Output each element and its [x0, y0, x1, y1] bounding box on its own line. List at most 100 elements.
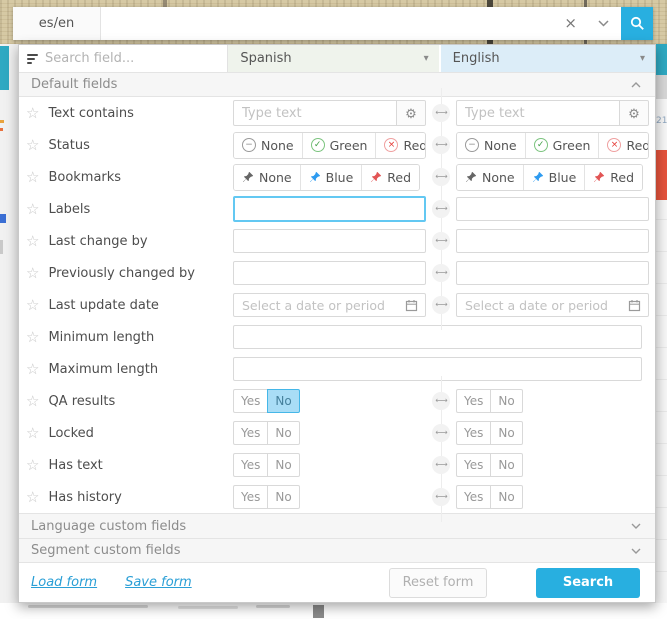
background-fragment — [0, 120, 4, 123]
favorite-star-icon[interactable]: ☆ — [26, 487, 40, 506]
row-text-contains: ☆ Text contains ⚙ ←→ ⚙ — [19, 88, 655, 138]
no-button[interactable]: No — [267, 485, 300, 509]
favorite-star-icon[interactable]: ☆ — [26, 327, 40, 346]
row-label: Bookmarks — [48, 169, 122, 185]
status-green-button[interactable]: ✓ Green — [524, 132, 599, 158]
load-form-link[interactable]: Load form — [31, 575, 98, 590]
yes-button[interactable]: Yes — [233, 389, 268, 413]
no-button[interactable]: No — [267, 421, 300, 445]
background-fragment — [28, 605, 148, 608]
last-change-by-target-input[interactable] — [456, 229, 649, 253]
bookmark-red-button[interactable]: Red — [584, 164, 643, 190]
swap-arrows-icon: ←→ — [432, 488, 450, 506]
no-button[interactable]: No — [490, 485, 523, 509]
qa-results-target-toggle: Yes No — [456, 389, 523, 413]
favorite-star-icon[interactable]: ☆ — [26, 199, 40, 218]
row-has-history: ☆ Has history Yes No ←→ Yes No — [19, 472, 655, 522]
previously-changed-by-source-input[interactable] — [233, 261, 426, 285]
swap-arrows-icon: ←→ — [432, 392, 450, 410]
labels-source-input[interactable] — [233, 196, 426, 222]
source-language-dropdown[interactable]: Spanish ▾ — [228, 45, 441, 72]
main-search-input[interactable] — [101, 7, 621, 40]
background-partial-text: 21: — [656, 116, 667, 126]
status-none-button[interactable]: − None — [457, 132, 525, 158]
favorite-star-icon[interactable]: ☆ — [26, 359, 40, 378]
maximum-length-input[interactable] — [233, 357, 642, 381]
favorite-star-icon[interactable]: ☆ — [26, 423, 40, 442]
no-button[interactable]: No — [490, 389, 523, 413]
background-left-strip — [0, 44, 18, 603]
no-button[interactable]: No — [490, 453, 523, 477]
search-toolbar: es/en × — [13, 7, 653, 40]
previously-changed-by-target-input[interactable] — [456, 261, 649, 285]
reset-form-button[interactable]: Reset form — [389, 567, 487, 598]
bookmark-blue-button[interactable]: Blue — [299, 164, 362, 190]
section-default-fields[interactable]: Default fields — [19, 72, 655, 97]
favorite-star-icon[interactable]: ☆ — [26, 455, 40, 474]
chevron-down-icon — [631, 523, 641, 529]
target-language-dropdown[interactable]: English ▾ — [440, 45, 656, 72]
yes-button[interactable]: Yes — [233, 485, 268, 509]
section-segment-custom-fields[interactable]: Segment custom fields — [19, 538, 655, 563]
no-button[interactable]: No — [490, 421, 523, 445]
no-button[interactable]: No — [267, 453, 300, 477]
favorite-star-icon[interactable]: ☆ — [26, 295, 40, 314]
text-contains-source-input[interactable] — [234, 101, 396, 125]
search-field-input[interactable] — [45, 51, 228, 66]
swap-arrows-icon: ←→ — [432, 200, 450, 218]
row-label: Text contains — [48, 105, 134, 121]
favorite-star-icon[interactable]: ☆ — [26, 103, 40, 122]
has-history-source-toggle: Yes No — [233, 485, 300, 509]
date-source-picker[interactable]: Select a date or period — [233, 293, 426, 317]
section-language-custom-fields[interactable]: Language custom fields — [19, 513, 655, 538]
status-red-button[interactable]: × Red — [598, 132, 648, 158]
bookmark-none-button[interactable]: None — [457, 164, 523, 190]
chevron-down-icon[interactable] — [598, 20, 609, 27]
filter-header-row: Spanish ▾ English ▾ — [19, 45, 656, 72]
status-red-button[interactable]: × Red — [375, 132, 425, 158]
check-circle-icon: ✓ — [533, 138, 548, 152]
yes-button[interactable]: Yes — [233, 421, 268, 445]
last-change-by-source-input[interactable] — [233, 229, 426, 253]
yes-button[interactable]: Yes — [456, 485, 491, 509]
favorite-star-icon[interactable]: ☆ — [26, 167, 40, 186]
text-options-button[interactable]: ⚙ — [619, 101, 648, 125]
bookmark-none-button[interactable]: None — [234, 164, 300, 190]
calendar-icon — [405, 299, 418, 311]
favorite-star-icon[interactable]: ☆ — [26, 263, 40, 282]
status-none-button[interactable]: − None — [234, 132, 302, 158]
text-options-button[interactable]: ⚙ — [396, 101, 425, 125]
yes-button[interactable]: Yes — [456, 389, 491, 413]
favorite-star-icon[interactable]: ☆ — [26, 391, 40, 410]
bookmark-blue-button[interactable]: Blue — [522, 164, 585, 190]
yes-button[interactable]: Yes — [233, 453, 268, 477]
clear-search-icon[interactable]: × — [564, 14, 577, 32]
row-last-update-date: ☆ Last update date Select a date or peri… — [19, 280, 655, 330]
status-green-button[interactable]: ✓ Green — [301, 132, 376, 158]
horizontal-scrollbar-thumb[interactable] — [313, 605, 324, 618]
text-contains-target-input[interactable] — [457, 101, 619, 125]
cross-circle-icon: × — [607, 138, 622, 152]
calendar-icon — [628, 299, 641, 311]
no-button[interactable]: No — [267, 389, 300, 413]
swap-arrows-icon: ←→ — [432, 232, 450, 250]
favorite-star-icon[interactable]: ☆ — [26, 135, 40, 154]
yes-button[interactable]: Yes — [456, 421, 491, 445]
minimum-length-input[interactable] — [233, 325, 642, 349]
bookmark-red-button[interactable]: Red — [361, 164, 420, 190]
search-button[interactable]: Search — [536, 567, 640, 598]
save-form-link[interactable]: Save form — [125, 575, 192, 590]
bookmarks-source-group: None Blue Red — [233, 163, 421, 191]
favorite-star-icon[interactable]: ☆ — [26, 231, 40, 250]
section-label: Language custom fields — [31, 518, 187, 534]
language-pair-selector[interactable]: es/en — [13, 7, 101, 40]
yes-button[interactable]: Yes — [456, 453, 491, 477]
dropdown-triangle-icon: ▾ — [639, 53, 646, 64]
labels-target-input[interactable] — [456, 197, 649, 221]
row-label: Locked — [48, 425, 94, 441]
search-submit-button[interactable] — [621, 7, 653, 40]
row-status: ☆ Status − None ✓ Green × Red ←→ — [19, 120, 655, 170]
row-label: Maximum length — [48, 361, 159, 377]
row-label: Previously changed by — [48, 265, 196, 281]
date-target-picker[interactable]: Select a date or period — [456, 293, 649, 317]
